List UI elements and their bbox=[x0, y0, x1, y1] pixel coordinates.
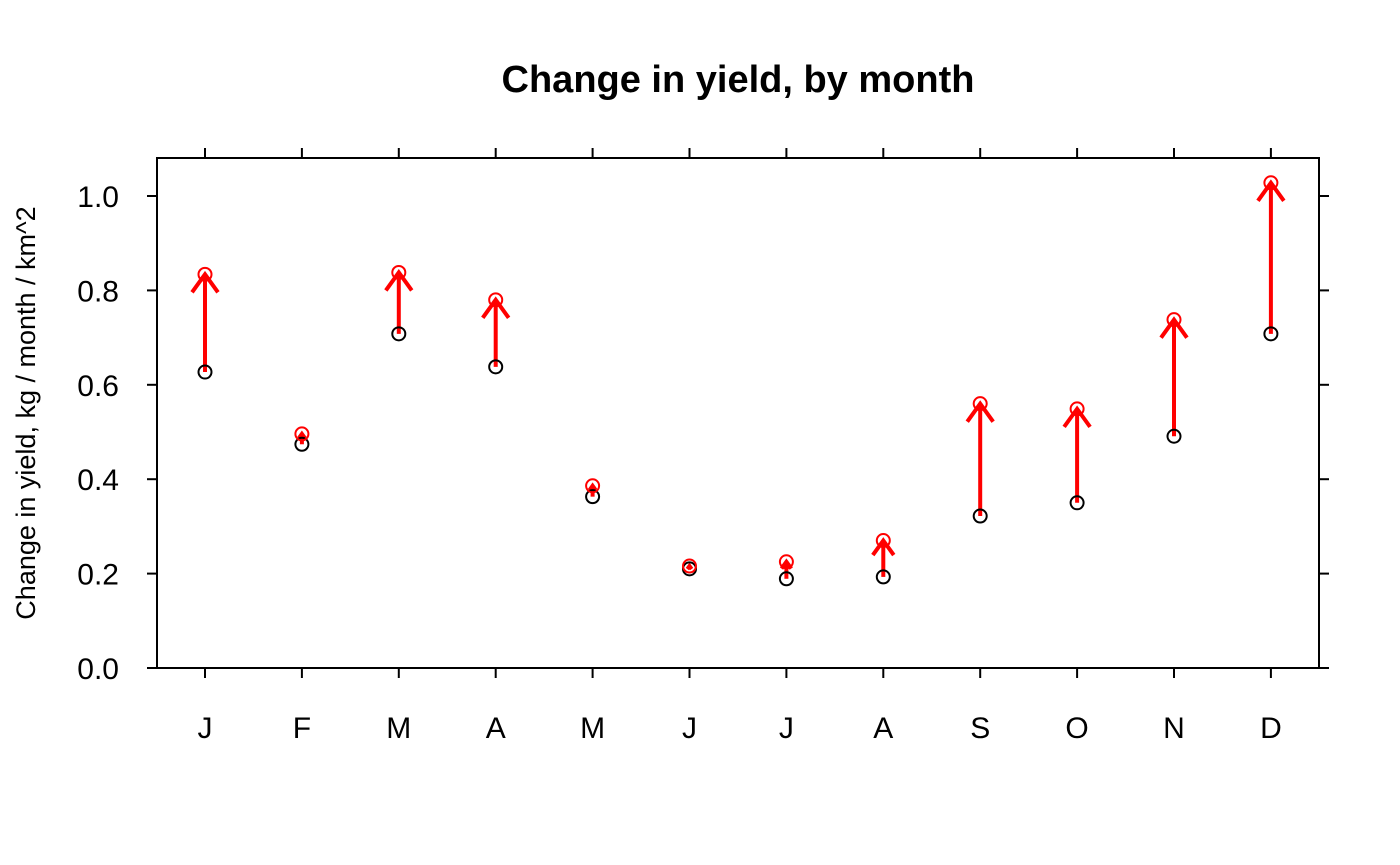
changed-point bbox=[1166, 312, 1182, 328]
baseline-point bbox=[972, 508, 988, 524]
chart-title: Change in yield, by month bbox=[502, 59, 975, 101]
changed-point bbox=[488, 292, 504, 308]
x-tick-label: J bbox=[682, 712, 697, 745]
x-tick-label: M bbox=[580, 712, 605, 745]
plot-frame bbox=[156, 157, 1320, 669]
x-tick-label: D bbox=[1260, 712, 1282, 745]
plot-area: 0.0 0.2 0.4 0.6 0.8 1.0 J F M A M J J A S O N D bbox=[77, 148, 1329, 745]
change-arrow-head bbox=[384, 269, 414, 292]
change-arrow-head bbox=[965, 400, 995, 423]
changed-point bbox=[875, 533, 891, 549]
x-tick-label: F bbox=[293, 712, 311, 745]
x-tick-label: O bbox=[1065, 712, 1088, 745]
baseline-point bbox=[1166, 428, 1182, 444]
changed-point bbox=[1263, 175, 1279, 191]
x-tick-label: J bbox=[779, 712, 794, 745]
changed-point bbox=[197, 266, 213, 282]
changed-point bbox=[778, 554, 794, 570]
x-tick-label: M bbox=[386, 712, 411, 745]
x-tick-label: A bbox=[873, 712, 893, 745]
y-tick-label: 0.0 bbox=[77, 653, 119, 686]
y-axis-label: Change in yield, kg / month / km^2 bbox=[11, 206, 41, 619]
x-tick-label: N bbox=[1163, 712, 1185, 745]
y-tick-label: 0.2 bbox=[77, 559, 119, 592]
change-arrow-head bbox=[297, 430, 307, 440]
changed-point bbox=[1069, 401, 1085, 417]
y-tick-label: 1.0 bbox=[77, 181, 119, 214]
baseline-point bbox=[197, 364, 213, 380]
change-arrow-head bbox=[481, 296, 511, 320]
baseline-point bbox=[294, 436, 310, 452]
y-tick-label: 0.4 bbox=[77, 464, 119, 497]
changed-point bbox=[391, 264, 407, 280]
x-tick-label: J bbox=[198, 712, 213, 745]
change-arrow-head bbox=[190, 270, 220, 294]
changed-point bbox=[585, 478, 601, 494]
x-tick-label: A bbox=[486, 712, 506, 745]
change-arrow-head bbox=[1159, 316, 1189, 339]
baseline-point bbox=[778, 571, 794, 587]
baseline-point bbox=[585, 489, 601, 505]
x-tick-label: S bbox=[970, 712, 990, 745]
baseline-point bbox=[391, 326, 407, 342]
baseline-point bbox=[488, 359, 504, 375]
changed-point bbox=[294, 426, 310, 442]
change-arrow-head bbox=[871, 537, 896, 557]
changed-point bbox=[682, 558, 697, 574]
baseline-point bbox=[1263, 326, 1279, 342]
y-tick-label: 0.6 bbox=[77, 370, 119, 403]
change-arrow-head bbox=[1062, 405, 1092, 429]
y-tick-label: 0.8 bbox=[77, 275, 119, 308]
change-arrow-head bbox=[685, 562, 694, 571]
baseline-point bbox=[875, 569, 891, 585]
change-arrow-head bbox=[1256, 179, 1286, 202]
change-arrow-head bbox=[587, 482, 598, 492]
changed-point bbox=[972, 396, 988, 412]
baseline-point bbox=[1069, 495, 1085, 511]
